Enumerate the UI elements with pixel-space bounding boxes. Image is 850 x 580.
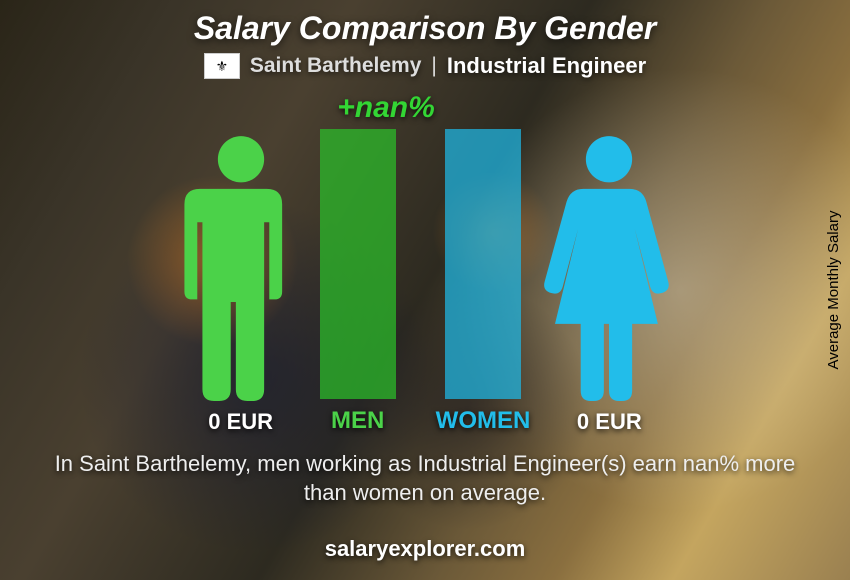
women-salary-value: 0 EUR: [577, 409, 642, 435]
male-icon: [176, 131, 306, 401]
women-side: WOMEN 0 EUR: [436, 129, 675, 435]
y-axis-label: Average Monthly Salary: [825, 211, 842, 370]
subtitle-row: ⚜ Saint Barthelemy | Industrial Engineer: [0, 53, 850, 79]
flag-glyph: ⚜: [216, 59, 229, 73]
description-text: In Saint Barthelemy, men working as Indu…: [40, 449, 810, 508]
female-icon: [544, 131, 674, 401]
men-label: MEN: [331, 407, 384, 435]
men-salary-value: 0 EUR: [208, 409, 273, 435]
page-title: Salary Comparison By Gender: [0, 10, 850, 47]
flag-icon: ⚜: [204, 53, 240, 79]
header-block: Salary Comparison By Gender ⚜ Saint Bart…: [0, 10, 850, 79]
job-title-text: Industrial Engineer: [447, 53, 646, 79]
separator: |: [431, 54, 436, 78]
women-value-col: 0 EUR: [544, 131, 674, 435]
men-side: 0 EUR MEN: [176, 129, 396, 435]
delta-label: +nan%: [337, 91, 435, 125]
site-url: salaryexplorer.com: [0, 536, 850, 562]
men-bar-wrap: MEN: [320, 129, 396, 435]
men-value-col: 0 EUR: [176, 131, 306, 435]
comparison-chart: +nan% 0 EUR MEN WOMEN: [0, 95, 850, 435]
location-text: Saint Barthelemy: [250, 54, 422, 78]
women-bar: [445, 129, 521, 399]
men-bar: [320, 129, 396, 399]
women-bar-wrap: WOMEN: [436, 129, 531, 435]
women-label: WOMEN: [436, 407, 531, 435]
